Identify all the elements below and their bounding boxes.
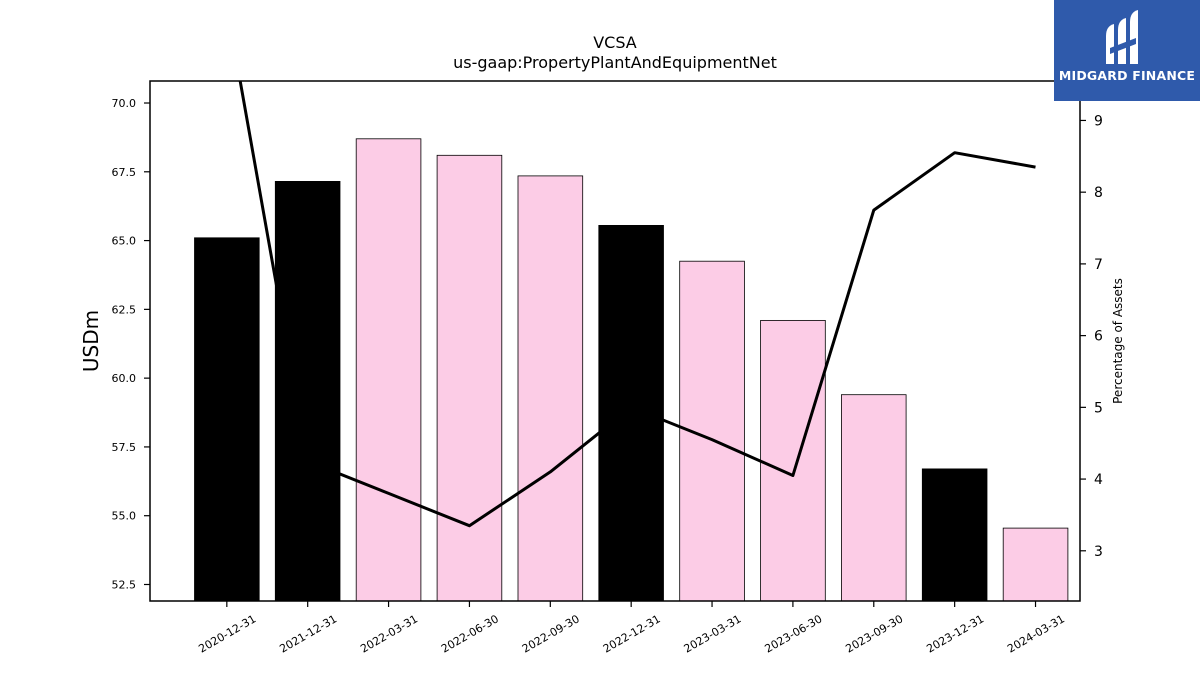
y-tick-label: 55.0 <box>112 510 137 523</box>
y2-tick-label: 7 <box>1094 257 1103 273</box>
y2-axis: 3 4 5 6 7 8 9 <box>1080 113 1103 560</box>
y2-tick-label: 6 <box>1094 329 1103 345</box>
brand-logo: MIDGARD FINANCE <box>1054 0 1200 101</box>
y2-axis-label: Percentage of Assets <box>1111 278 1125 404</box>
y-tick-label: 57.5 <box>112 441 137 454</box>
x-tick-label: 2021-12-31 <box>277 612 339 655</box>
y-tick-label: 65.0 <box>112 235 137 248</box>
chart-subtitle: us-gaap:PropertyPlantAndEquipmentNet <box>453 53 777 72</box>
bar-2022-12-31 <box>598 224 664 602</box>
plot-frame <box>149 80 1081 602</box>
y2-tick-label: 3 <box>1094 544 1103 560</box>
logo-text: MIDGARD FINANCE <box>1058 68 1196 83</box>
x-tick-label: 2023-09-30 <box>843 612 905 655</box>
y-tick-label: 70.0 <box>112 97 137 110</box>
bar-group <box>194 138 1069 602</box>
y-axis-label: USDm <box>79 310 103 372</box>
bar-2024-03-31 <box>1002 527 1069 602</box>
x-tick-label: 2022-06-30 <box>439 612 501 655</box>
bar-2023-09-30 <box>841 394 907 602</box>
bar-2022-03-31 <box>355 138 422 602</box>
x-tick-label: 2023-03-31 <box>682 612 744 655</box>
bar-2023-12-31 <box>921 468 988 602</box>
x-axis: 2020-12-31 2021-12-31 2022-03-31 2022-06-30… <box>196 601 1067 656</box>
x-tick-label: 2022-03-31 <box>358 612 420 655</box>
midgard-logo-icon <box>1106 10 1138 64</box>
y2-tick-label: 8 <box>1094 185 1103 201</box>
chart-title: VCSA <box>593 33 637 52</box>
x-tick-label: 2020-12-31 <box>196 612 258 655</box>
bar-2022-06-30 <box>436 154 503 602</box>
y2-tick-label: 9 <box>1094 113 1103 129</box>
percentage-line <box>238 81 1036 528</box>
y2-tick-label: 5 <box>1094 400 1103 416</box>
x-tick-label: 2023-12-31 <box>924 612 986 655</box>
bar-2023-06-30 <box>760 319 826 602</box>
bar-2022-09-30 <box>517 175 584 602</box>
y-tick-label: 62.5 <box>112 303 137 316</box>
x-tick-label: 2022-12-31 <box>601 612 663 655</box>
y2-tick-label: 4 <box>1094 472 1103 488</box>
y-tick-label: 60.0 <box>112 372 137 385</box>
x-tick-label: 2023-06-30 <box>763 612 825 655</box>
x-tick-label: 2022-09-30 <box>520 612 582 655</box>
y-axis: 52.5 55.0 57.5 60.0 62.5 65.0 67.5 70.0 <box>112 97 150 591</box>
y-tick-label: 52.5 <box>112 578 137 591</box>
x-tick-label: 2024-03-31 <box>1005 612 1067 655</box>
bar-2020-12-31 <box>194 237 260 602</box>
line-group <box>238 81 1036 528</box>
y-tick-label: 67.5 <box>112 166 137 179</box>
bar-2021-12-31 <box>274 180 341 602</box>
